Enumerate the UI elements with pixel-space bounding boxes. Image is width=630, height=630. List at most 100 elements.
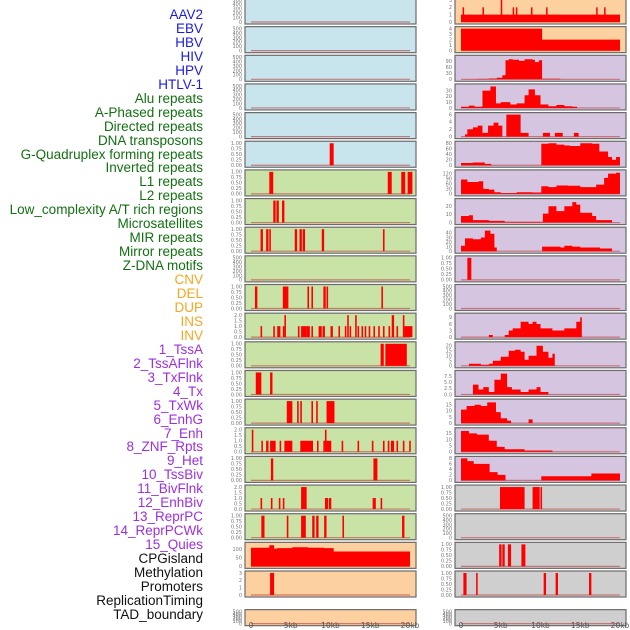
track-label: Directed repeats [103, 118, 203, 134]
y-tick-label: 0.25 [231, 215, 242, 221]
y-tick-label: 9 [449, 315, 452, 321]
y-tick-label: 400 [232, 31, 242, 37]
data-bar [387, 440, 390, 452]
data-bar [404, 326, 413, 338]
data-bar [476, 573, 478, 595]
y-tick-label: 0.75 [231, 290, 242, 296]
data-bar [286, 401, 293, 424]
track-label: CNV [174, 272, 203, 288]
y-tick-label: 0.00 [441, 564, 452, 570]
y-tick-label: 1.00 [231, 399, 242, 405]
data-bar [269, 171, 274, 194]
y-tick-label: 0.75 [441, 576, 452, 582]
y-tick-label: 6 [449, 322, 452, 328]
y-tick-label: 0 [449, 134, 452, 140]
y-tick-label: 0 [239, 134, 242, 140]
y-tick-label: 20 [446, 94, 452, 100]
y-tick-label: 300 [442, 522, 452, 528]
y-tick-label: 0 [449, 621, 452, 627]
y-tick-label: 6 [449, 462, 452, 468]
data-bar [540, 487, 543, 510]
y-tick-label: 3 [449, 32, 452, 38]
y-tick-label: 300 [232, 121, 242, 127]
y-tick-label: 2 [449, 37, 452, 43]
x-tick-label: 20kb [611, 621, 630, 630]
y-tick-label: 0 [239, 564, 242, 570]
y-tick-label: 0.00 [231, 478, 242, 484]
data-bar [344, 326, 347, 338]
panel-left-9 [244, 255, 417, 283]
y-tick-label: 100 [232, 547, 242, 553]
panel-left-10 [244, 283, 417, 312]
data-bar [278, 498, 281, 510]
y-tick-label: 0.5 [234, 444, 242, 450]
y-tick-label: 300 [232, 264, 242, 270]
data-bar [322, 326, 325, 338]
track-label: Methylation [133, 565, 203, 580]
y-tick-label: 100 [232, 44, 242, 50]
y-tick-label: 500 [442, 609, 452, 615]
y-tick-label: 0.50 [231, 238, 242, 244]
data-bar [342, 515, 345, 538]
y-tick-label: 0.5 [234, 501, 242, 507]
x-tick-label: 15kb [571, 621, 590, 630]
data-bar [499, 544, 502, 567]
y-tick-label: 4 [449, 467, 452, 473]
y-tick-label: 4 [449, 120, 452, 126]
data-spike [596, 7, 598, 22]
y-tick-label: 0.50 [441, 267, 452, 273]
data-bar [338, 326, 341, 338]
data-bar [396, 440, 399, 452]
y-tick-label: 0.75 [231, 462, 242, 468]
y-tick-label: 300 [442, 293, 452, 299]
y-tick-label: 3 [449, 0, 452, 4]
data-bar [270, 372, 273, 395]
x-tick-label: 15kb [361, 621, 380, 630]
panel-left-21 [244, 609, 417, 627]
y-tick-label: 100 [232, 130, 242, 136]
data-spike [604, 7, 606, 22]
track-label: 10_TssBiv [141, 467, 203, 483]
panel-left-1 [244, 26, 417, 54]
data-bar [372, 498, 376, 510]
data-bar [300, 440, 314, 452]
y-tick-label: 0.50 [231, 295, 242, 301]
y-tick-label: 500 [232, 26, 242, 32]
data-bar [521, 544, 526, 567]
y-tick-label: 1.00 [441, 256, 452, 262]
y-tick-label: 300 [232, 7, 242, 13]
data-bar [311, 401, 314, 424]
data-spike [500, 0, 503, 22]
data-bar [323, 286, 326, 309]
y-tick-label: 1.00 [441, 542, 452, 548]
y-tick-label: 1.00 [231, 456, 242, 462]
y-tick-label: 0 [449, 249, 452, 255]
track-label: 14_ReprPCWk [112, 523, 203, 539]
y-tick-label: 300 [232, 614, 242, 620]
data-bar [282, 498, 285, 510]
y-tick-label: 0.50 [231, 209, 242, 215]
y-tick-label: 200 [232, 11, 242, 17]
y-tick-label: 0 [239, 278, 242, 284]
y-tick-label: 0.25 [231, 244, 242, 250]
data-area [464, 58, 566, 80]
x-tick-label: 10kb [321, 621, 340, 630]
panel-left-16 [244, 455, 417, 483]
track-label: L2 repeats [139, 188, 203, 204]
track-label: Alu repeats [134, 90, 203, 106]
track-label: HPV [175, 62, 203, 78]
y-tick-label: 1.00 [231, 198, 242, 204]
y-tick-label: 0.75 [231, 175, 242, 181]
y-tick-label: 3 [239, 571, 242, 577]
panel-left-2 [244, 54, 417, 82]
y-tick-label: 200 [232, 617, 242, 623]
y-tick-label: 10 [446, 244, 452, 250]
data-bar [251, 429, 254, 452]
track-label: 5_TxWk [153, 397, 203, 413]
data-area [251, 545, 410, 567]
y-tick-label: 2.0 [234, 313, 242, 319]
y-tick-label: 200 [232, 126, 242, 132]
data-bar [507, 544, 512, 567]
y-tick-label: 1.5 [234, 318, 242, 324]
data-bar [297, 326, 300, 338]
